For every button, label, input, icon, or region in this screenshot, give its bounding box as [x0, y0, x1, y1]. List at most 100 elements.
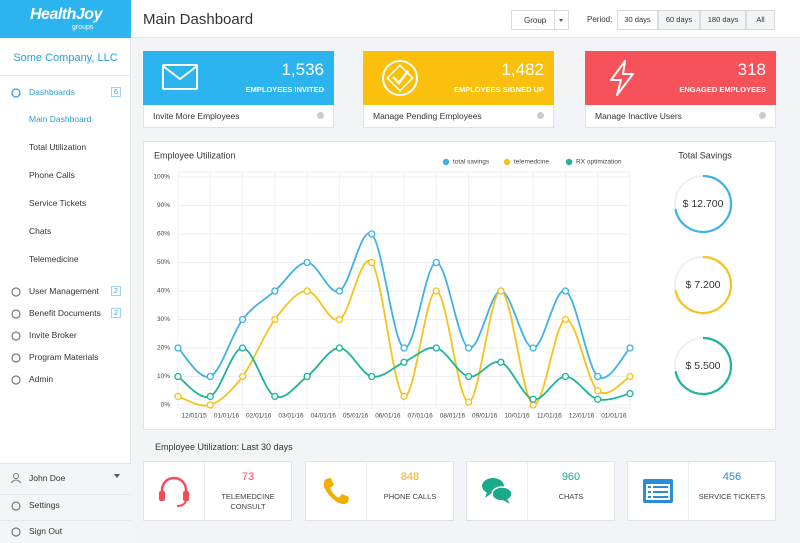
utilization-icon	[323, 478, 349, 504]
sidebar: HealthJoy groups Some Company, LLC Dashboar…	[0, 0, 131, 543]
y-tick-label: 20%	[157, 345, 170, 352]
x-tick-label: 11/01/16	[537, 413, 562, 420]
period-label: Period:	[587, 15, 613, 24]
stat-action[interactable]: Manage Pending Employees	[364, 105, 553, 127]
data-point	[206, 401, 214, 409]
subnav-item[interactable]: Telemedicine	[29, 254, 79, 264]
caret	[559, 19, 563, 22]
nav-item[interactable]: User Management 2	[0, 283, 131, 301]
data-point	[368, 230, 376, 238]
group-label: Group	[524, 16, 547, 25]
nav-item[interactable]: Benefit Documents 2	[0, 305, 131, 323]
subnav-item[interactable]: Total Utilization	[29, 142, 87, 152]
savings-ring-arc	[674, 255, 733, 315]
data-point	[271, 315, 279, 324]
data-point	[238, 315, 247, 324]
data-point	[497, 287, 505, 295]
x-tick-label: 07/01/16	[407, 413, 433, 420]
data-point	[271, 392, 279, 401]
period-button[interactable]: 180 days	[700, 10, 746, 30]
savings-value: $ 7.200	[685, 279, 720, 291]
savings-title: Total Savings	[678, 150, 732, 160]
utilization-label: CHATS	[558, 492, 584, 501]
legend-label: telemedcine	[514, 159, 549, 166]
data-point	[368, 372, 376, 381]
data-point	[594, 395, 602, 403]
stat-card: 1,482 EMPLOYEES SIGNED UP Manage Pending E…	[363, 51, 554, 128]
data-point	[497, 358, 505, 366]
stat-icon	[382, 60, 418, 96]
data-point	[432, 258, 440, 267]
section-title: Employee Utilization: Last 30 days	[155, 442, 293, 452]
subnav-item[interactable]: Service Tickets	[29, 198, 87, 208]
subnav-item[interactable]: Phone Calls	[29, 170, 75, 180]
series-line	[177, 259, 631, 407]
company-name: Some Company, LLC	[13, 52, 118, 64]
footer-link[interactable]: Settings	[0, 494, 131, 514]
stat-label: EMPLOYEES SIGNED UP	[453, 85, 544, 94]
footer-link[interactable]: Sign Out	[0, 520, 131, 540]
nav-label: Admin	[29, 374, 54, 384]
icon	[11, 353, 21, 363]
nav-item[interactable]: Program Materials	[0, 349, 131, 367]
x-tick-label: 09/01/16	[472, 413, 498, 420]
x-tick-label: 04/01/16	[311, 413, 337, 420]
subnav-item[interactable]: Main Dashboard	[29, 114, 92, 124]
stat-action[interactable]: Manage Inactive Users	[586, 105, 775, 127]
stat-label: EMPLOYEES INVITED	[245, 85, 324, 94]
data-point	[303, 287, 311, 295]
nav-item[interactable]: Dashboards 6	[0, 84, 131, 102]
header: Main Dashboard Group Period: 30 days 60 days…	[131, 0, 800, 38]
nav-badge: 2	[111, 286, 121, 296]
subnav-item[interactable]: Chats	[29, 226, 52, 236]
nav-label: Dashboards	[29, 87, 75, 97]
period-button[interactable]: All	[746, 10, 775, 30]
utilization-icon	[482, 478, 513, 504]
data-point	[400, 392, 408, 401]
period-button[interactable]: 60 days	[658, 10, 700, 30]
stat-icon	[610, 60, 634, 96]
x-tick-label: 12/01/16	[569, 413, 595, 420]
data-point	[464, 344, 473, 352]
brand: HealthJoy	[30, 6, 102, 23]
utilization-divider	[688, 462, 689, 520]
caret	[114, 474, 120, 478]
utilization-value: 456	[722, 471, 742, 483]
stat-action[interactable]: Invite More Employees	[144, 105, 333, 127]
legend-label: RX optimization	[576, 159, 622, 166]
series-line	[177, 232, 631, 380]
footer-link-label: Settings	[29, 500, 60, 510]
y-tick-label: 100%	[153, 174, 170, 181]
utilization-card[interactable]: 73 TELEMEDCINE CONSULT	[143, 461, 292, 521]
data-point	[626, 389, 634, 398]
info-dot	[759, 112, 766, 119]
y-tick-label: 90%	[157, 202, 170, 209]
icon	[11, 375, 21, 385]
legend-swatch	[503, 158, 511, 166]
stat-value: 1,482	[501, 60, 544, 79]
utilization-card[interactable]: 456 SERVICE TICKETS	[627, 461, 776, 521]
x-tick-label: 01/01/16	[214, 413, 240, 420]
utilization-card[interactable]: 960 CHATS	[466, 461, 615, 521]
nav-label: User Management	[29, 286, 99, 296]
group-dropdown[interactable]: Group	[511, 10, 569, 30]
data-point	[561, 315, 570, 324]
period-button[interactable]: 30 days	[617, 10, 658, 30]
data-point	[400, 358, 408, 366]
user-menu[interactable]: John Doe	[0, 468, 131, 488]
stat-value: 318	[737, 60, 766, 79]
utilization-value: 73	[241, 471, 255, 483]
footer-link-label: Sign Out	[29, 526, 63, 536]
utilization-card[interactable]: 848 PHONE CALLS	[305, 461, 454, 521]
stat-action-label: Manage Pending Employees	[373, 111, 482, 121]
data-point	[464, 372, 473, 381]
x-tick-label: 01/01/16	[601, 413, 627, 420]
nav-item[interactable]: Invite Broker	[0, 327, 131, 345]
legend-label: total savings	[453, 159, 490, 166]
legend-swatch	[565, 158, 573, 166]
y-tick-label: 0%	[161, 402, 171, 409]
nav-item[interactable]: Admin	[0, 371, 131, 389]
dropdown-divider	[554, 11, 555, 29]
utilization-divider	[204, 462, 205, 520]
